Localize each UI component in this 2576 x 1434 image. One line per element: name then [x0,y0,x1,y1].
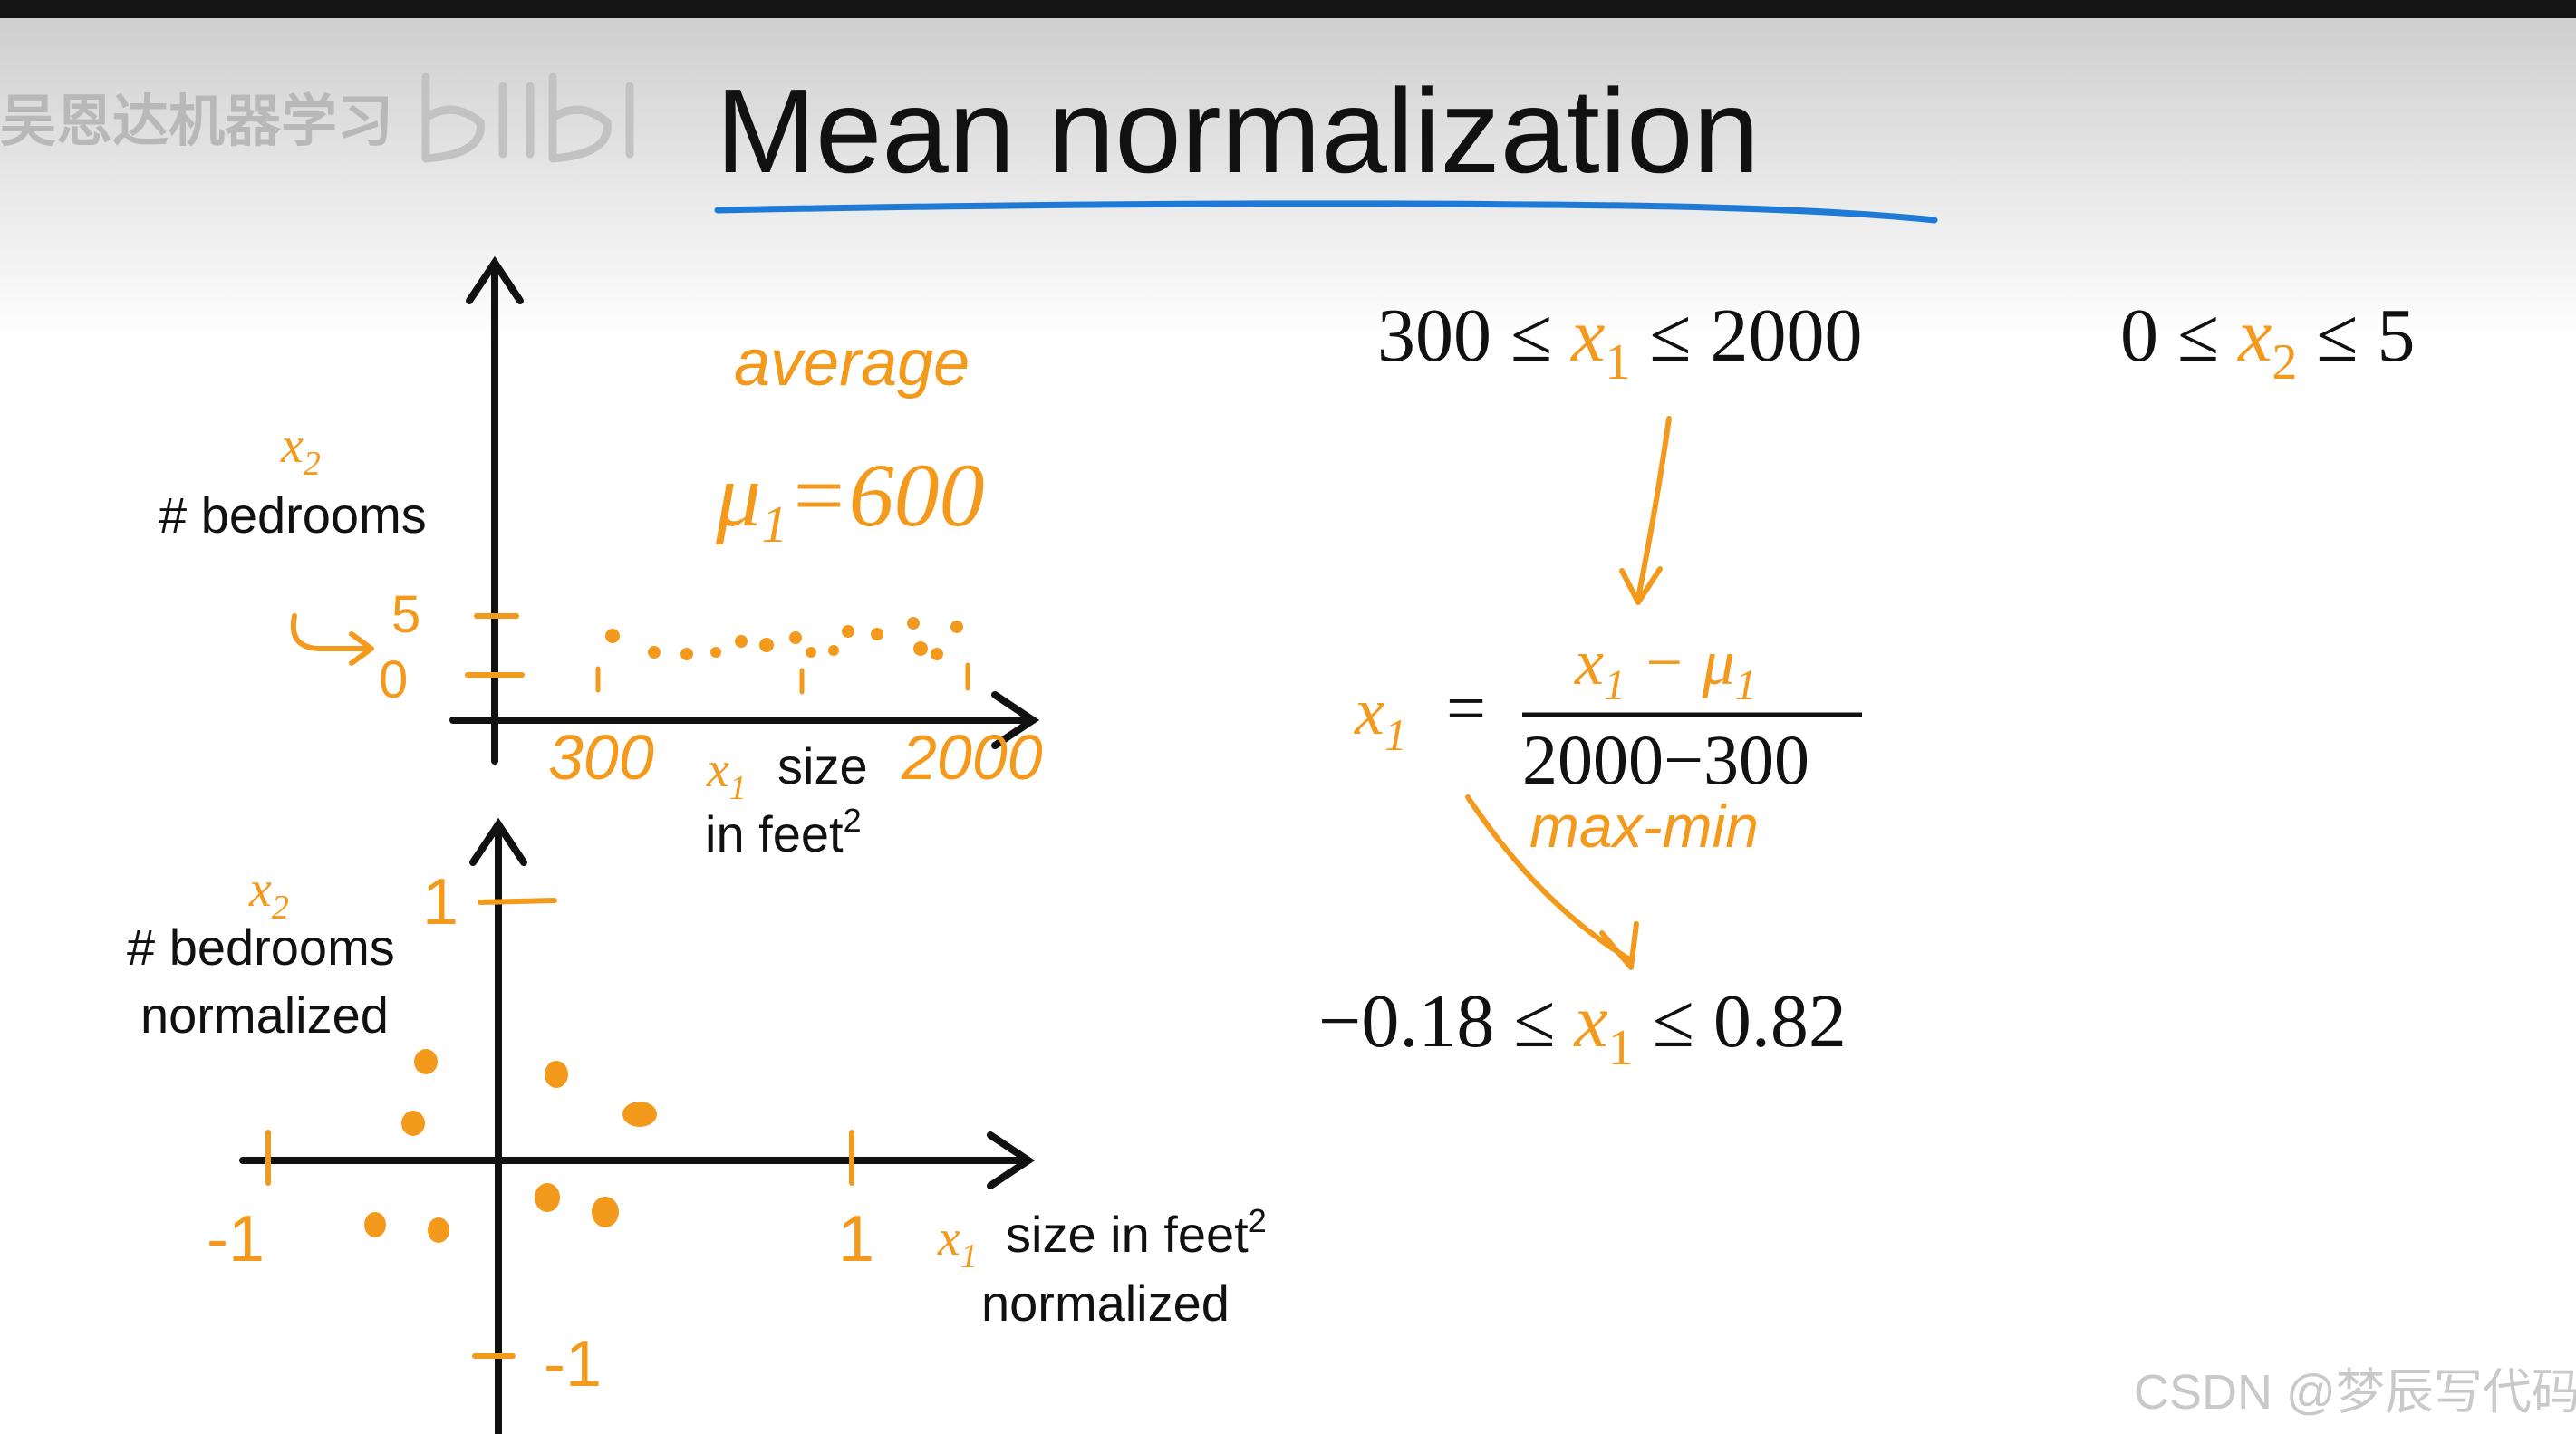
data-point [680,648,693,660]
numerator: x1 − μ1 [1574,626,1757,709]
top-y-tick-5: 5 [391,585,420,644]
csdn-watermark: CSDN @梦辰写代码 [2134,1365,2576,1420]
top-x-tick-2000: 2000 [901,722,1043,793]
range-x1: 300 ≤ x1 ≤ 2000 [1377,294,1863,390]
watermark-text: 吴恩达机器学习 [0,91,393,153]
bottom-x-tick-1: 1 [838,1203,874,1275]
data-point [828,645,839,656]
data-point [592,1197,619,1227]
bottom-y-var: x2 [248,861,289,927]
data-point [622,1102,657,1127]
data-point [931,648,943,660]
data-point [806,647,816,658]
data-point [535,1183,560,1212]
data-point [950,621,963,633]
data-point [789,631,802,644]
data-point [545,1061,568,1088]
data-point [907,617,920,630]
data-point [913,641,928,656]
arrow-head-icon [1599,921,1639,970]
data-point [871,628,883,640]
data-point [648,646,661,659]
bottom-y-tick-1: 1 [422,866,458,938]
lhs-variable: x1 [1354,675,1407,760]
note-average: average [734,327,970,399]
data-point [842,625,854,638]
bottom-scatter-points [364,1049,657,1243]
arrow-head-icon [1619,566,1663,605]
bottom-y-label-line2: normalized [140,986,389,1044]
data-point [735,635,748,648]
data-point [364,1212,386,1237]
top-y-tick-0: 0 [379,650,408,709]
top-bar [0,0,2576,18]
title-underline [714,200,1938,224]
bottom-ticks [265,898,854,1359]
top-x-tick-300: 300 [548,722,654,793]
data-point [401,1111,425,1136]
header-gradient [0,18,2576,344]
top-x-label-size: size [777,737,868,794]
bottom-x-tick-neg1: -1 [207,1203,265,1275]
data-point [759,638,774,652]
result-range: −0.18 ≤ x1 ≤ 0.82 [1318,979,1847,1076]
range-x2: 0 ≤ x2 ≤ 5 [2120,294,2416,390]
data-point [605,629,620,643]
bottom-x-var: x1 [937,1210,978,1275]
bottom-y-label-line1: # bedrooms [127,919,395,976]
top-y-var: x2 [280,418,321,483]
bottom-plot-axes [239,817,1036,1434]
page-title: Mean normalization [716,64,1760,197]
handwritten-max-min: max-min [1529,793,1759,860]
data-point [710,647,721,658]
hook-arrow-icon [290,613,374,666]
top-scatter-points [605,617,963,660]
bottom-x-label-line1: size in feet2 [1006,1202,1267,1263]
top-x-marks [595,662,970,695]
equals-sign: = [1446,669,1486,747]
bottom-y-tick-neg1: -1 [544,1328,602,1400]
note-mu-equals-600: μ1=600 [715,445,985,553]
arrow-down-icon [1635,416,1672,601]
denominator: 2000−300 [1522,720,1809,799]
top-x-var: x1 [706,742,747,807]
top-y-ticks [465,613,525,678]
top-plot-axes [449,255,1040,765]
top-x-label-unit: in feet2 [705,802,862,862]
top-y-label: # bedrooms [159,486,427,544]
bottom-x-label-line2: normalized [981,1275,1230,1332]
bilibili-logo-icon [421,72,634,163]
data-point [428,1217,449,1243]
arrow-curve-icon [1465,794,1634,963]
data-point [414,1049,438,1074]
